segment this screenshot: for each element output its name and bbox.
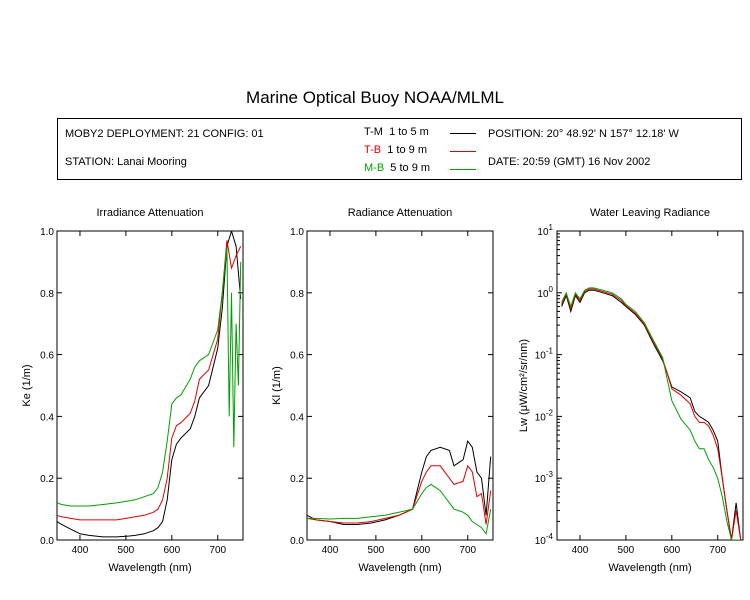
plot-frame xyxy=(306,230,494,541)
page-title: Marine Optical Buoy NOAA/MLML xyxy=(246,88,504,107)
x-tick-label: 700 xyxy=(709,545,726,556)
plot-frame xyxy=(56,230,244,541)
station-text: STATION: Lanai Mooring xyxy=(65,156,187,168)
y-tick-label: 10-3 xyxy=(535,470,554,485)
legend-range: 1 to 5 m xyxy=(389,126,429,138)
legend-entry-mb: M-B 5 to 9 m xyxy=(364,162,430,174)
x-tick-label: 500 xyxy=(368,545,385,556)
x-axis-label: Wavelength (nm) xyxy=(358,562,441,574)
y-axis-label: Ke (1/m) xyxy=(21,364,33,406)
x-axis-label: Wavelength (nm) xyxy=(608,562,691,574)
x-tick-label: 600 xyxy=(163,545,180,556)
y-tick-label: 10-4 xyxy=(535,532,554,547)
series-line-m-b xyxy=(561,287,741,540)
y-tick-label: 1.0 xyxy=(290,227,304,238)
series-line-t-b xyxy=(561,288,742,540)
y-tick-label: 101 xyxy=(537,223,553,238)
x-tick-label: 700 xyxy=(209,545,226,556)
legend-line-tm xyxy=(450,133,476,134)
y-tick-label: 0.0 xyxy=(290,536,304,547)
legend-code: T-B xyxy=(364,144,382,156)
info-box: MOBY2 DEPLOYMENT: 21 CONFIG: 01 STATION:… xyxy=(57,118,742,180)
deployment-text: MOBY2 DEPLOYMENT: 21 CONFIG: 01 xyxy=(65,128,264,140)
series-line-t-b xyxy=(307,464,492,525)
chart-title: Water Leaving Radiance xyxy=(590,207,710,219)
y-tick-label: 0.0 xyxy=(40,536,54,547)
chart-1: Irradiance Attenuation 400 500 600 700 0.0 0.2… xyxy=(21,207,244,574)
y-tick-label: 10-2 xyxy=(535,408,554,423)
legend-entry-tb: T-B 1 to 9 m xyxy=(364,144,427,156)
y-tick-label: 0.6 xyxy=(40,351,54,362)
legend-range: 5 to 9 m xyxy=(390,162,431,174)
series-line-t-m xyxy=(57,231,242,538)
legend-code: T-M xyxy=(364,126,383,138)
x-tick-label: 700 xyxy=(459,545,476,556)
y-tick-label: 0.8 xyxy=(290,289,304,300)
y-axis-label: Lw (μW/cm²/sr/nm) xyxy=(518,339,530,432)
chart-3: Water Leaving Radiance 400 500 600 700 101 100… xyxy=(518,207,744,574)
y-axis-label: Kl (1/m) xyxy=(271,366,283,405)
series-line-m-b xyxy=(307,483,492,536)
legend-range: 1 to 9 m xyxy=(387,144,427,156)
series-line-t-b xyxy=(57,240,242,521)
x-tick-label: 500 xyxy=(118,545,135,556)
x-tick-label: 400 xyxy=(572,545,589,556)
x-tick-label: 600 xyxy=(663,545,680,556)
legend-code: M-B xyxy=(364,162,385,174)
y-tick-label: 1.0 xyxy=(40,227,54,238)
x-tick-label: 400 xyxy=(72,545,89,556)
x-tick-label: 600 xyxy=(413,545,430,556)
position-text: POSITION: 20° 48.92' N 157° 12.18' W xyxy=(488,128,679,140)
y-tick-label: 0.2 xyxy=(290,474,304,485)
chart-title: Irradiance Attenuation xyxy=(96,207,203,219)
x-tick-label: 400 xyxy=(322,545,339,556)
y-tick-label: 0.8 xyxy=(40,289,54,300)
y-tick-label: 0.6 xyxy=(290,351,304,362)
series-line-t-m xyxy=(307,439,492,525)
legend-line-mb xyxy=(450,169,476,170)
series-line-t-m xyxy=(561,289,742,540)
y-tick-label: 0.4 xyxy=(290,412,304,423)
y-tick-label: 0.4 xyxy=(40,412,54,423)
y-tick-label: 100 xyxy=(537,285,553,300)
chart-title: Radiance Attenuation xyxy=(348,207,453,219)
legend-entry-tm: T-M 1 to 5 m xyxy=(364,126,429,138)
series-line-m-b xyxy=(57,246,242,507)
y-tick-label: 0.2 xyxy=(40,474,54,485)
plot-frame xyxy=(556,230,744,541)
x-tick-label: 500 xyxy=(618,545,635,556)
x-axis-label: Wavelength (nm) xyxy=(108,562,191,574)
date-text: DATE: 20:59 (GMT) 16 Nov 2002 xyxy=(488,156,651,168)
chart-2: Radiance Attenuation 400 500 600 700 0.0 0.2 0.… xyxy=(271,207,494,574)
y-tick-label: 10-1 xyxy=(535,347,554,362)
legend-line-tb xyxy=(450,151,476,152)
